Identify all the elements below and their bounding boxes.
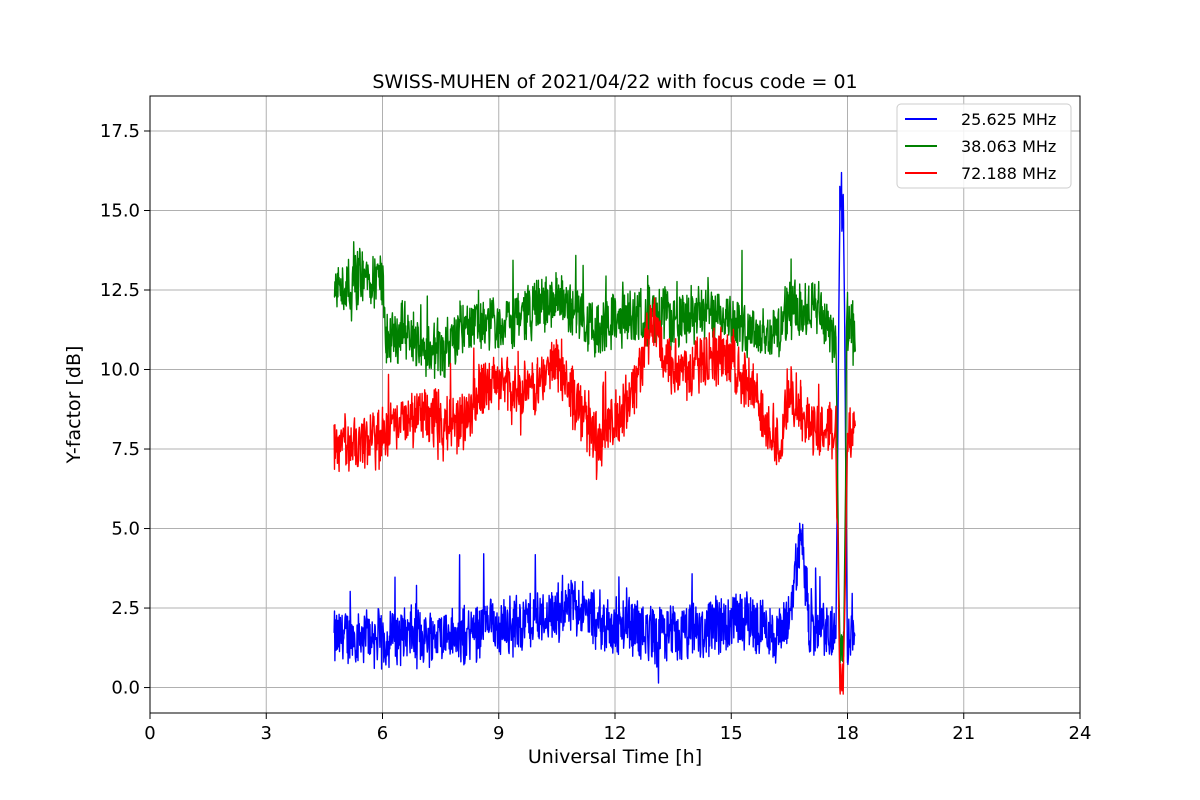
y-tick-label: 17.5 [100,121,140,142]
y-tick-label: 0.0 [111,678,140,699]
series-line-0 [333,171,856,684]
x-tick-label: 9 [493,723,504,744]
x-tick-label: 15 [720,723,743,744]
x-tick-label: 6 [377,723,388,744]
series-line-1 [333,241,856,664]
y-axis-label: Y-factor [dB] [63,346,85,465]
y-tick-label: 10.0 [100,360,140,381]
legend: 25.625 MHz 38.063 MHz 72.188 MHz [896,103,1072,189]
legend-label-1: 38.063 MHz [961,137,1056,156]
x-tick-label: 18 [836,723,859,744]
series-group [333,171,856,695]
y-tick-label: 2.5 [111,598,140,619]
legend-label-2: 72.188 MHz [961,164,1056,183]
y-tick-label: 12.5 [100,280,140,301]
x-tick-label: 24 [1069,723,1092,744]
x-tick-label: 12 [604,723,627,744]
legend-label-0: 25.625 MHz [961,110,1056,129]
series-line-2 [333,297,856,695]
axes-ticks: 0 3 6 9 12 15 18 21 24 0.0 2.5 5.0 7.5 10.0 12.5 15.0 17… [100,121,1092,744]
legend-box [896,103,1072,189]
x-tick-label: 21 [952,723,975,744]
chart-title: SWISS-MUHEN of 2021/04/22 with focus cod… [372,71,857,93]
x-axis-label: Universal Time [h] [528,746,702,768]
x-tick-label: 3 [261,723,272,744]
x-tick-label: 0 [144,723,155,744]
y-tick-label: 15.0 [100,200,140,221]
y-tick-label: 7.5 [111,439,140,460]
y-tick-label: 5.0 [111,519,140,540]
